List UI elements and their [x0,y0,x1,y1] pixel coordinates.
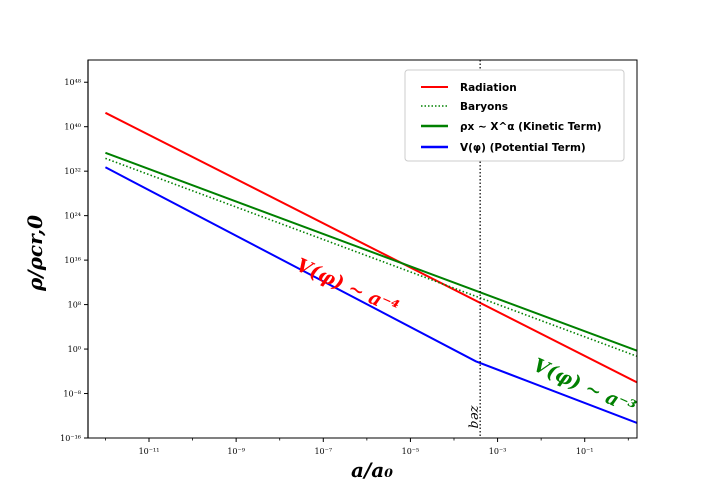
y-tick-label: 10²⁴ [64,212,81,221]
y-axis-label: ρ/ρcr,0 [23,215,47,292]
x-tick-label: 10⁻⁷ [314,447,332,456]
series-line-baryons [105,157,637,358]
series-line-radiation [104,111,637,384]
ticks-layer: 10⁻¹¹ 10⁻⁹ 10⁻⁷ 10⁻⁵ 10⁻³ 10⁻¹ 10⁴⁸ 10⁴⁰ 10³² 10²… [60,78,629,456]
y-tick-label: 10⁸ [68,301,81,310]
legend-box [404,69,625,162]
y-tick-label: 10⁰ [68,345,81,354]
legend-label-baryons: Baryons [460,101,508,113]
annotation-radiation-scaling: V(φ) ∼ a⁻⁴ [293,254,402,319]
y-tick-label: 10³² [64,167,81,176]
legend-label-kinetic: ρx ∼ X^α (Kinetic Term) [460,121,602,133]
x-tick-label: 10⁻¹¹ [139,447,160,456]
legend: Radiation Baryons ρx ∼ X^α (Kinetic Term… [404,69,625,162]
x-tick-label: 10⁻³ [489,447,507,456]
series-layer [104,111,637,424]
y-tick-label: 10⁴⁸ [64,78,81,87]
x-tick-label: 10⁻⁹ [227,447,245,456]
y-tick-label: 10⁻⁸ [63,390,81,399]
x-tick-label: 10⁻¹ [576,447,594,456]
y-tick-label: 10⁴⁰ [64,123,81,132]
annotation-layer: V(φ) ∼ a⁻⁴ V(φ) ∼ a⁻³ zeq [293,254,639,428]
x-axis-label: a/a₀ [351,458,393,482]
y-tick-label: 10⁻¹⁶ [60,434,81,443]
x-tick-label: 10⁻⁵ [402,447,420,456]
series-line-v-potential-term [104,166,637,424]
legend-label-potential: V(φ) (Potential Term) [460,142,586,154]
legend-label-radiation: Radiation [460,82,517,94]
annotation-kinetic-scaling: V(φ) ∼ a⁻³ [530,354,639,419]
zeq-label: zeq [467,405,482,429]
axes-frame [87,59,638,439]
series-line-x-x-kinetic-term [105,151,637,352]
plot-frame [87,59,638,439]
y-tick-label: 10¹⁶ [64,256,81,265]
